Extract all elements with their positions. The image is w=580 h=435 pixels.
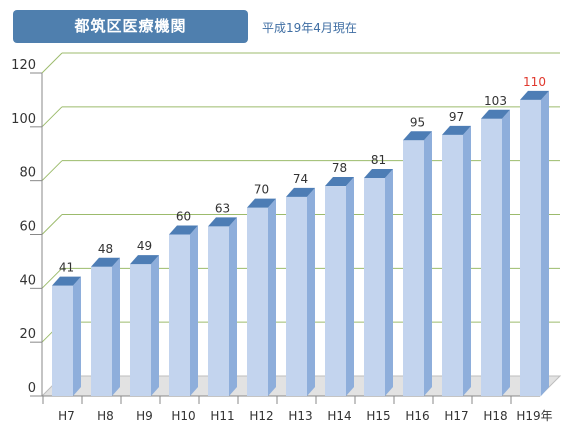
- y-tick-label: 0: [28, 381, 36, 396]
- bar-top: [364, 168, 393, 178]
- x-tick-label: H13: [288, 409, 312, 423]
- bar-front: [286, 196, 307, 396]
- gridline-diagonal: [41, 267, 63, 289]
- x-tick-label: H8: [97, 409, 114, 423]
- bar-front: [442, 134, 463, 397]
- bar-side: [346, 177, 354, 396]
- x-tick-label: H9: [136, 409, 153, 423]
- bar-front: [130, 264, 151, 396]
- bar-H10: [169, 225, 198, 396]
- bar-side: [463, 125, 471, 397]
- x-tick-label: H16: [405, 409, 429, 423]
- data-label: 49: [137, 239, 152, 253]
- y-tick-label: 120: [11, 58, 36, 73]
- y-tick-label: 40: [19, 273, 36, 288]
- bar-H9: [130, 255, 159, 396]
- x-tick-label: H17: [444, 409, 468, 423]
- bar-side: [190, 225, 198, 396]
- data-label: 48: [98, 242, 113, 256]
- bar-front: [325, 186, 346, 396]
- data-label: 74: [293, 172, 308, 186]
- y-tick-label: 80: [19, 166, 36, 181]
- bar-top: [325, 177, 354, 187]
- bar-top: [520, 90, 549, 100]
- bar-front: [481, 118, 502, 396]
- data-label: 63: [215, 201, 230, 215]
- bar-side: [385, 168, 393, 396]
- bar-top: [52, 276, 81, 286]
- bar-side: [73, 276, 81, 396]
- x-tick-label: H12: [249, 409, 273, 423]
- gridline-diagonal: [41, 214, 63, 235]
- data-label: 95: [410, 115, 425, 129]
- bar-H7: [52, 276, 81, 396]
- bar-front: [91, 266, 112, 396]
- bar-front: [52, 285, 73, 396]
- chart-title-box: 都筑区医療機関: [13, 10, 248, 43]
- y-tick-label: 20: [19, 327, 36, 342]
- data-label: 110: [523, 75, 546, 89]
- bar-side: [112, 257, 120, 396]
- bar-side: [268, 198, 276, 396]
- bar-side: [229, 217, 237, 396]
- bar-H19年: [520, 90, 549, 397]
- data-label: 78: [332, 161, 347, 175]
- x-tick-label: H18: [483, 409, 507, 423]
- x-tick-label: H15: [366, 409, 390, 423]
- bar-H13: [286, 187, 315, 396]
- data-label: 60: [176, 210, 191, 224]
- bar-top: [169, 225, 198, 235]
- data-label: 70: [254, 183, 269, 197]
- bar-H16: [403, 131, 432, 396]
- x-tick-label: H7: [58, 409, 75, 423]
- bar-front: [247, 207, 268, 396]
- bar-front: [169, 234, 190, 396]
- bar-side: [151, 255, 159, 396]
- bar-front: [208, 226, 229, 396]
- x-tick-label: H19年: [516, 409, 552, 423]
- data-label: 103: [484, 94, 507, 108]
- bar-side: [541, 90, 549, 397]
- gridline-diagonal: [41, 106, 63, 128]
- bar-top: [481, 109, 510, 119]
- bar-front: [520, 99, 541, 397]
- bar-top: [130, 255, 159, 265]
- y-tick-label: 100: [11, 112, 36, 127]
- bar-H11: [208, 217, 237, 396]
- bar-side: [307, 187, 315, 396]
- gridline-diagonal: [41, 160, 63, 182]
- bar-top: [403, 131, 432, 141]
- bar-H12: [247, 198, 276, 396]
- bar-top: [286, 187, 315, 197]
- bar-top: [442, 125, 471, 135]
- chart-subtitle: 平成19年4月現在: [262, 21, 357, 35]
- bar-H14: [325, 177, 354, 396]
- bar-front: [403, 140, 424, 396]
- y-tick-label: 60: [19, 220, 36, 235]
- chart-title: 都筑区医療機関: [74, 17, 187, 35]
- x-tick-label: H11: [210, 409, 234, 423]
- data-label: 97: [449, 110, 464, 124]
- bar-H8: [91, 257, 120, 396]
- bar-H15: [364, 168, 393, 396]
- bar-top: [247, 198, 276, 208]
- data-label: 81: [371, 153, 386, 167]
- bar-side: [502, 109, 510, 396]
- x-tick-label: H10: [171, 409, 195, 423]
- bar-H17: [442, 125, 471, 397]
- gridline-diagonal: [41, 52, 63, 74]
- bar-side: [424, 131, 432, 396]
- bar-top: [208, 217, 237, 227]
- x-tick-label: H14: [327, 409, 351, 423]
- data-label: 41: [59, 261, 74, 275]
- bar-top: [91, 257, 120, 267]
- bar-H18: [481, 109, 510, 396]
- bar-front: [364, 177, 385, 396]
